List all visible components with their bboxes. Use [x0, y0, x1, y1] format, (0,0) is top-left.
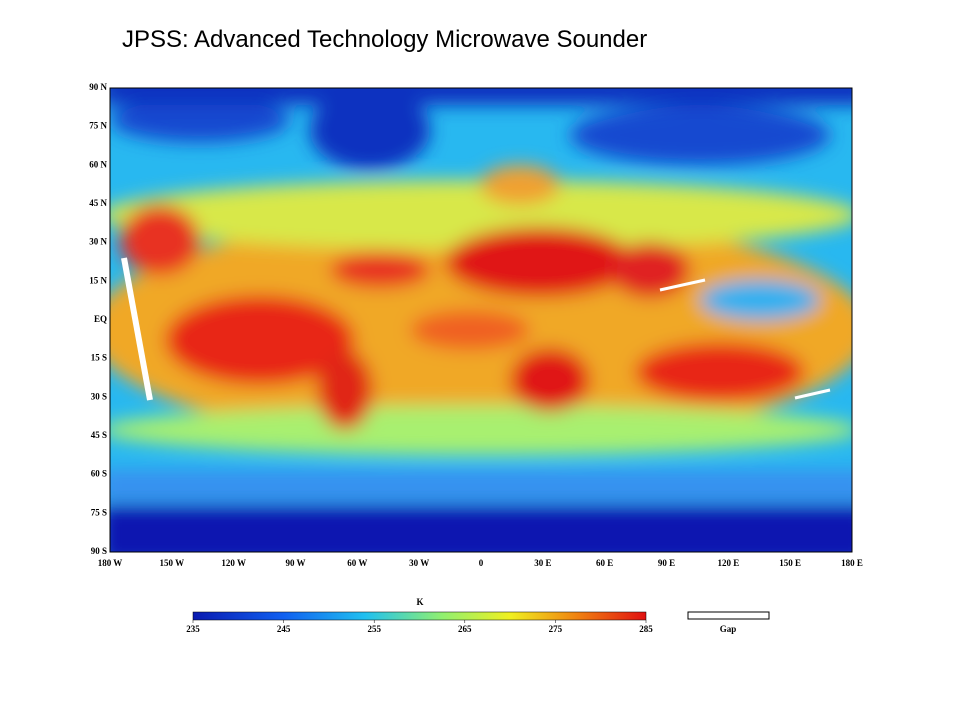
longitude-label: 0	[479, 558, 484, 568]
longitude-label: 180 W	[98, 558, 123, 568]
longitude-label: 150 E	[779, 558, 801, 568]
gap-swatch	[687, 611, 770, 620]
slide-title: JPSS: Advanced Technology Microwave Soun…	[122, 26, 648, 53]
colorbar-tick-label: 285	[639, 624, 653, 634]
latitude-label: 30 N	[89, 237, 107, 247]
longitude-label: 60 E	[596, 558, 613, 568]
longitude-label: 150 W	[160, 558, 185, 568]
longitude-label: 30 E	[534, 558, 551, 568]
temperature-field	[110, 88, 852, 552]
longitude-label: 90 E	[658, 558, 675, 568]
longitude-label: 120 E	[717, 558, 739, 568]
latitude-label: 45 N	[89, 198, 107, 208]
latitude-label: 90 N	[89, 82, 107, 92]
latitude-label: 75 S	[91, 507, 107, 517]
colorbar-tick-label: 235	[186, 624, 200, 634]
longitude-label: 30 W	[409, 558, 429, 568]
latitude-label: 90 S	[91, 546, 107, 556]
longitude-label: 180 E	[841, 558, 863, 568]
colorbar-tick-label: 265	[458, 624, 472, 634]
latitude-label: 15 S	[91, 353, 107, 363]
longitude-label: 90 W	[285, 558, 305, 568]
latitude-label: 15 N	[89, 275, 107, 285]
latitude-label: 60 N	[89, 159, 107, 169]
latitude-label: 60 S	[91, 469, 107, 479]
colorbar-tick-label: 275	[549, 624, 563, 634]
latitude-label: EQ	[94, 314, 107, 324]
latitude-label: 45 S	[91, 430, 107, 440]
longitude-label: 120 W	[221, 558, 246, 568]
colorbar-unit: K	[416, 597, 423, 607]
latitude-label: 30 S	[91, 391, 107, 401]
latitude-label: 75 N	[89, 121, 107, 131]
longitude-label: 60 W	[347, 558, 367, 568]
gap-label: Gap	[720, 624, 737, 634]
colorbar	[192, 611, 647, 621]
colorbar-tick-label: 245	[277, 624, 291, 634]
colorbar-tick-label: 255	[367, 624, 381, 634]
